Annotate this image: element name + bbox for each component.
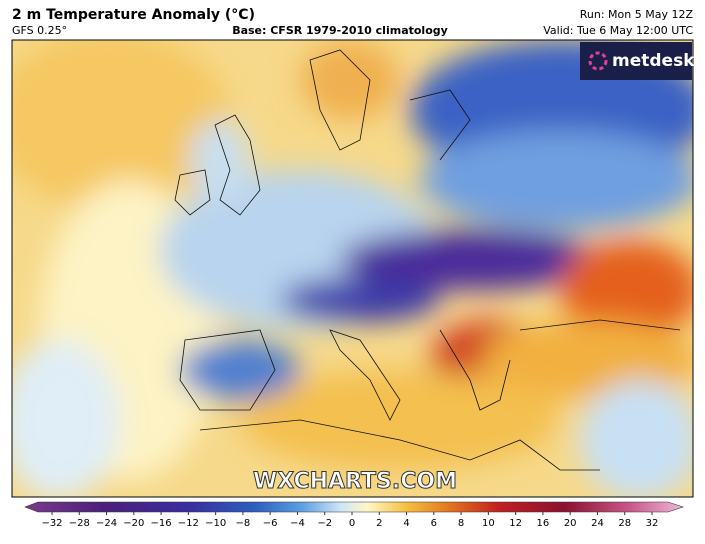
colorbar-tick-label: 28 — [618, 518, 631, 529]
map-frame — [11, 39, 694, 498]
colorbar-tick-label: 10 — [482, 518, 495, 529]
colorbar-tick-label: −32 — [41, 518, 62, 529]
colorbar-tick-label: −8 — [236, 518, 251, 529]
colorbar-tick-label: 12 — [509, 518, 522, 529]
colorbar-bar — [24, 501, 684, 513]
colorbar-tick-label: 4 — [403, 518, 409, 529]
title: 2 m Temperature Anomaly (°C) — [12, 7, 255, 23]
colorbar-tick-label: 2 — [376, 518, 382, 529]
colorbar-tick-label: 0 — [349, 518, 355, 529]
coastlines — [174, 49, 681, 471]
logo-icon — [588, 51, 608, 71]
colorbar-tick-label: 8 — [458, 518, 464, 529]
colorbar: −32 −28 −24 −20 −16 −12 −10 −8 −6 −4 −2 0 2 4 6 8 10 12 16… — [24, 501, 684, 529]
colorbar-tick-label: 16 — [537, 518, 550, 529]
watermark: WXCHARTS.COM — [253, 469, 457, 494]
base: Base: CFSR 1979-2010 climatology — [232, 24, 448, 37]
colorbar-tick-label: −12 — [178, 518, 199, 529]
logo-text: metdesk — [612, 51, 695, 71]
colorbar-tick-label: −24 — [96, 518, 117, 529]
model: GFS 0.25° — [12, 24, 67, 37]
colorbar-tick-label: −6 — [263, 518, 278, 529]
colorbar-tick-label: −4 — [290, 518, 305, 529]
logo-box — [580, 42, 692, 80]
map: WXCHARTS.COM — [12, 40, 693, 497]
colorbar-tick-label: 24 — [591, 518, 604, 529]
colorbar-tick-label: −10 — [205, 518, 226, 529]
valid: Valid: Tue 6 May 12:00 UTC — [543, 24, 693, 37]
colorbar-tick-label: 32 — [646, 518, 659, 529]
run: Run: Mon 5 May 12Z — [580, 8, 694, 21]
colorbar-tick-label: −28 — [69, 518, 90, 529]
colorbar-tick-label: 6 — [431, 518, 437, 529]
colorbar-tick-label: −2 — [317, 518, 332, 529]
colorbar-tick-label: −16 — [151, 518, 172, 529]
colorbar-tick-label: 20 — [564, 518, 577, 529]
colorbar-tick-label: −20 — [123, 518, 144, 529]
